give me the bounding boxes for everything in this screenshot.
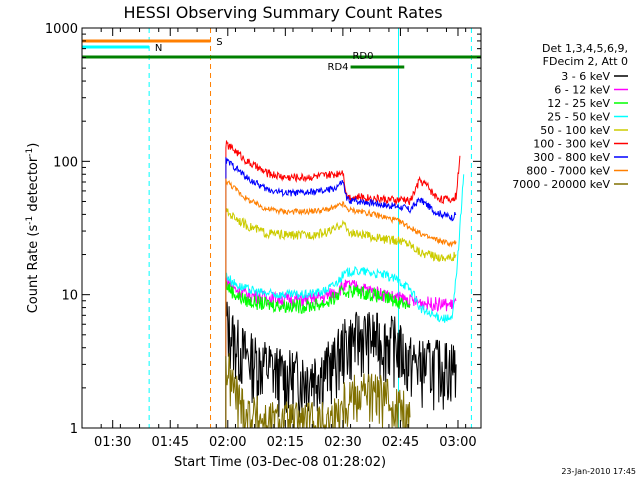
axes: 01:30 01:45 02:00 02:15 02:30 02:45 03:00 1 10 10… <box>45 22 481 450</box>
x-tick-label-5: 02:45 <box>382 435 419 450</box>
legend-label-8: 7000 - 20000 keV <box>512 178 610 191</box>
x-tick-label-1: 01:45 <box>152 435 189 450</box>
flag-label-rd4: RD4 <box>328 62 349 73</box>
y-tick-label-2: 100 <box>53 155 78 170</box>
legend-label-6: 300 - 800 keV <box>533 151 610 164</box>
x-tick-label-0: 01:30 <box>94 435 131 450</box>
flag-label-rd0: RD0 <box>352 51 373 62</box>
series-line-6 <box>225 157 457 428</box>
series-line-0 <box>225 301 457 428</box>
legend-label-7: 800 - 7000 keV <box>526 165 610 178</box>
y-tick-label-1: 10 <box>61 289 78 304</box>
legend-header-line1: Det 1,3,4,5,6,9, <box>542 42 628 55</box>
y-axis-label: Count Rate (s-1 detector-1) <box>25 143 41 314</box>
legend-label-3: 25 - 50 keV <box>547 111 610 124</box>
y-axis-label-sup1: -1 <box>25 216 35 225</box>
x-tick-label-4: 02:30 <box>324 435 361 450</box>
x-tick-label-2: 02:00 <box>209 435 246 450</box>
legend-header-line2: FDecim 2, Att 0 <box>543 55 628 68</box>
y-tick-label-0: 1 <box>70 422 78 437</box>
y-tick-label-3: 1000 <box>45 22 78 37</box>
legend-label-2: 12 - 25 keV <box>547 97 610 110</box>
y-axis-label-mid: detector <box>26 156 41 216</box>
legend-label-4: 50 - 100 keV <box>540 124 610 137</box>
x-tick-label-3: 02:15 <box>267 435 304 450</box>
series-line-8 <box>225 353 411 430</box>
flag-label-n: N <box>155 43 162 54</box>
legend-label-5: 100 - 300 keV <box>533 138 610 151</box>
series-line-4 <box>225 208 457 428</box>
legend-label-0: 3 - 6 keV <box>561 70 610 83</box>
chart-title: HESSI Observing Summary Count Rates <box>123 3 442 22</box>
series-line-5 <box>225 140 461 428</box>
plot-frame <box>81 27 482 429</box>
timestamp: 23-Jan-2010 17:45 <box>561 467 636 476</box>
x-tick-label-6: 03:00 <box>439 435 476 450</box>
x-axis-label: Start Time (03-Dec-08 01:28:02) <box>174 455 386 470</box>
y-axis-label-sup2: -1 <box>25 148 35 157</box>
y-axis-label-end: ) <box>26 143 41 148</box>
series-line-7 <box>225 178 457 428</box>
legend-label-1: 6 - 12 keV <box>554 84 610 97</box>
series-line-2 <box>225 281 411 428</box>
y-axis-label-main: Count Rate (s <box>26 225 41 314</box>
flag-label-s: S <box>216 37 222 48</box>
series-line-3 <box>225 174 465 428</box>
